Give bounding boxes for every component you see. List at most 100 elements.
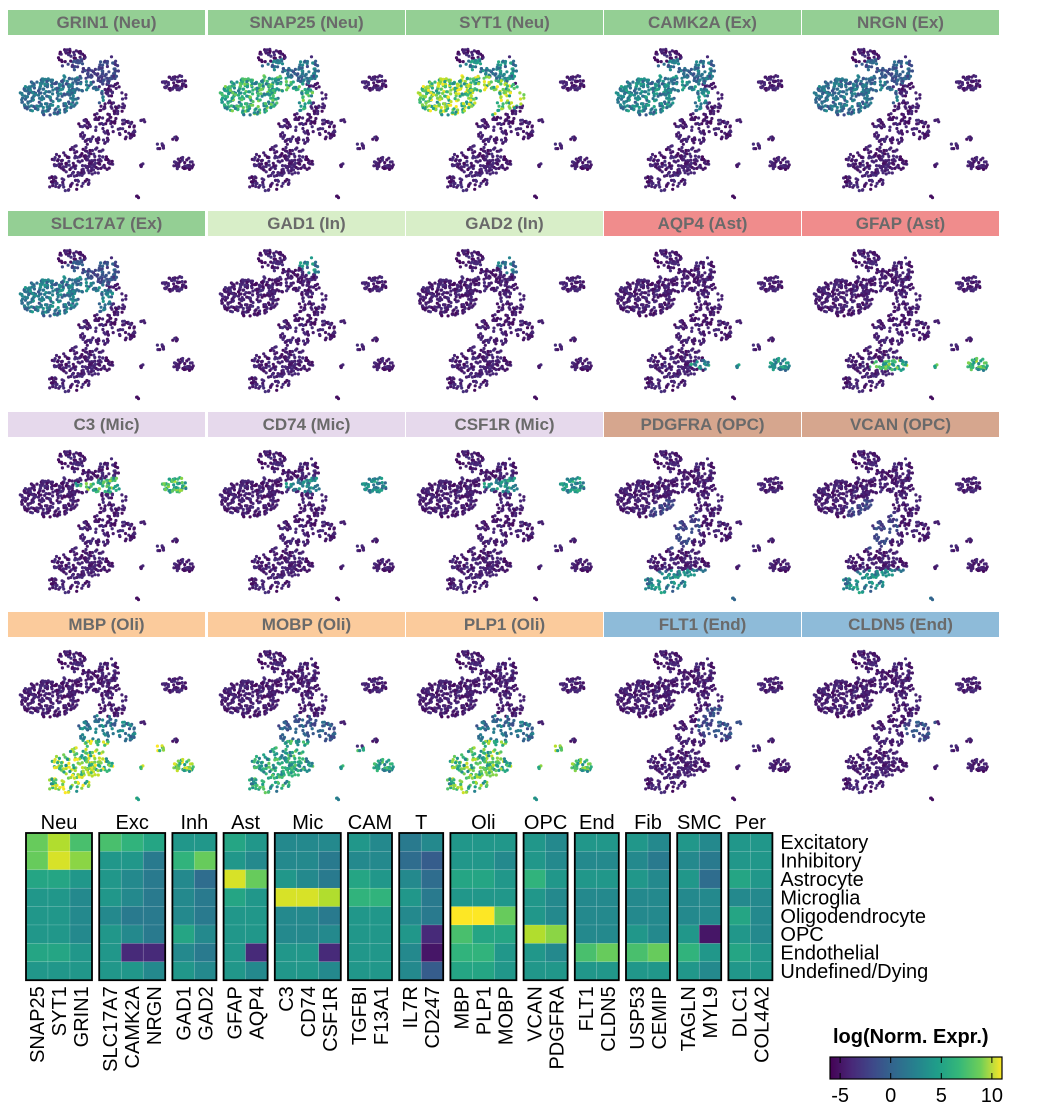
cell-point (305, 59, 310, 64)
cell-point (102, 107, 106, 111)
cell-point (858, 109, 862, 113)
cell-point (716, 97, 721, 101)
cell-point (309, 55, 314, 59)
cell-point (621, 95, 625, 99)
cell-point (284, 80, 288, 84)
cell-point (176, 276, 180, 280)
cell-point (297, 76, 301, 80)
cell-point (78, 55, 82, 59)
cell-point (113, 82, 117, 87)
cell-point (656, 64, 660, 68)
cell-point (655, 159, 660, 163)
cell-point (465, 53, 469, 57)
cell-point (339, 163, 343, 167)
cell-point (506, 115, 510, 119)
cell-point (281, 67, 285, 71)
cell-point (461, 75, 465, 79)
cell-point (493, 146, 497, 150)
cell-point (380, 79, 384, 83)
cell-point (646, 175, 650, 179)
cell-point (901, 70, 905, 74)
cell-point (30, 109, 34, 113)
cell-point (303, 59, 307, 63)
cell-point (284, 83, 289, 87)
cell-point (40, 95, 44, 99)
cell-point (648, 158, 652, 162)
cell-point (668, 50, 672, 54)
cell-point (79, 50, 83, 54)
cell-point (505, 113, 509, 117)
cell-point (981, 163, 985, 167)
umap-scatter (614, 47, 791, 200)
cell-point (508, 125, 512, 129)
cell-point (310, 120, 314, 124)
cell-point (113, 322, 117, 326)
cell-point (89, 152, 93, 156)
cell-point (669, 77, 674, 81)
cell-point (467, 59, 471, 63)
cell-point (241, 77, 245, 81)
cell-point (907, 82, 911, 87)
cell-point (914, 91, 918, 95)
cell-point (696, 69, 700, 73)
cell-point (120, 109, 124, 113)
cell-point (647, 184, 651, 188)
cell-point (904, 91, 908, 95)
cell-point (908, 63, 912, 67)
cell-point (895, 126, 899, 131)
cell-point (489, 80, 493, 84)
cell-point (40, 80, 44, 84)
cell-point (69, 59, 73, 63)
cell-point (114, 287, 118, 291)
cell-point (299, 104, 303, 108)
cell-point (77, 173, 81, 177)
cell-point (645, 180, 649, 184)
cell-point (861, 163, 865, 167)
cell-point (677, 147, 681, 151)
cell-point (220, 98, 224, 102)
cell-point (496, 122, 500, 126)
cell-point (43, 91, 47, 95)
cell-point (316, 112, 320, 116)
cell-point (296, 141, 300, 145)
cell-point (814, 98, 818, 102)
cell-point (105, 277, 109, 281)
cell-point (460, 92, 464, 96)
cell-point (650, 176, 654, 180)
cell-point (915, 102, 919, 106)
cell-point (259, 159, 264, 163)
cell-point (374, 83, 378, 88)
cell-point (754, 147, 758, 151)
cell-point (576, 159, 580, 163)
cell-point (473, 58, 478, 62)
cell-point (904, 159, 908, 163)
cell-point (672, 61, 676, 65)
cell-point (101, 138, 106, 142)
cell-point (901, 113, 905, 117)
cell-point (908, 74, 913, 78)
cell-point (863, 183, 867, 187)
cell-point (520, 118, 524, 122)
cell-point (881, 154, 885, 158)
cell-point (80, 290, 84, 294)
cell-point (895, 95, 899, 100)
cell-point (637, 109, 641, 113)
cell-point (387, 167, 392, 171)
cell-point (926, 133, 930, 137)
cell-point (20, 93, 24, 97)
cell-point (480, 135, 484, 139)
cell-point (475, 173, 479, 177)
cell-point (902, 88, 906, 92)
cell-point (96, 167, 100, 171)
cell-point (835, 105, 839, 110)
cell-point (503, 59, 508, 64)
cell-point (708, 74, 712, 78)
cell-point (478, 173, 482, 177)
cell-point (48, 185, 52, 189)
cell-point (884, 148, 888, 153)
cell-point (881, 75, 885, 79)
cell-point (59, 88, 63, 92)
cell-point (132, 124, 136, 128)
cell-point (901, 118, 905, 122)
umap-panel: CAMK2A (Ex) (604, 10, 801, 210)
